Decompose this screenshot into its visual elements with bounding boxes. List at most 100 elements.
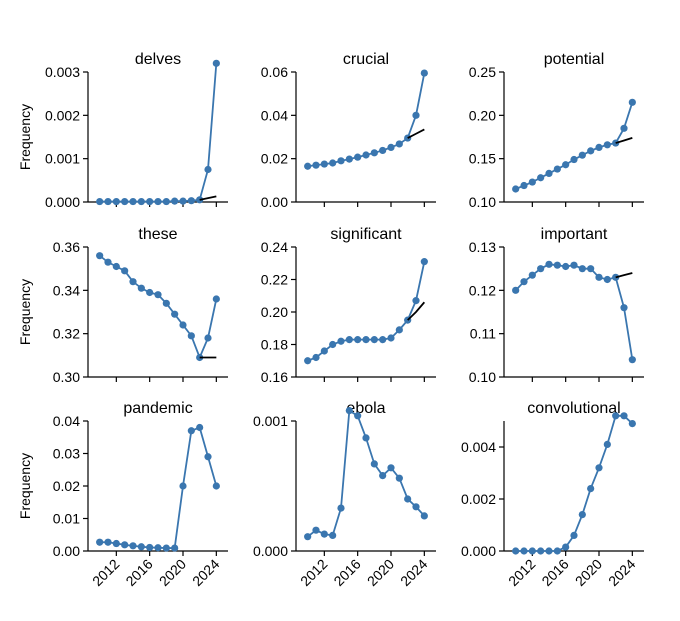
- data-point: [628, 420, 636, 428]
- data-point: [320, 530, 328, 538]
- subplot-title: ebola: [346, 400, 385, 417]
- data-point: [562, 161, 570, 169]
- data-point: [379, 336, 387, 344]
- data-point: [179, 197, 187, 205]
- data-point: [154, 197, 162, 206]
- data-point: [553, 261, 561, 269]
- data-point: [362, 151, 370, 159]
- x-tick-label: 2020: [572, 556, 605, 589]
- data-point: [196, 353, 204, 362]
- data-point: [196, 196, 204, 204]
- data-point: [520, 181, 528, 190]
- data-point: [628, 356, 636, 364]
- y-tick-label: 0.32: [53, 326, 80, 342]
- data-point: [162, 299, 170, 307]
- data-point: [362, 434, 370, 442]
- data-point: [212, 59, 220, 67]
- data-point: [187, 197, 195, 205]
- y-tick-label: 0.30: [53, 369, 80, 385]
- series-line: [307, 261, 426, 362]
- data-point: [395, 140, 403, 148]
- series-line: [615, 272, 633, 279]
- data-point: [520, 547, 528, 555]
- data-point: [204, 165, 212, 174]
- y-tick-label: 0.22: [261, 272, 288, 288]
- data-point: [420, 512, 428, 520]
- data-point: [537, 547, 545, 555]
- data-point: [628, 98, 636, 106]
- data-point: [404, 495, 412, 503]
- data-point: [387, 334, 395, 342]
- data-point: [570, 155, 578, 164]
- series-line: [407, 128, 425, 139]
- subplot-title: pandemic: [123, 400, 192, 417]
- data-point: [537, 174, 545, 182]
- x-tick-label: 2024: [605, 556, 638, 589]
- data-point: [370, 336, 378, 344]
- data-point: [112, 539, 120, 548]
- data-point: [196, 423, 204, 432]
- data-point: [129, 278, 137, 286]
- data-point: [354, 412, 362, 420]
- data-point: [146, 543, 154, 552]
- data-point: [312, 526, 320, 534]
- y-tick-label: 0.24: [261, 239, 288, 255]
- data-point: [162, 544, 170, 552]
- data-point: [512, 185, 520, 193]
- data-point: [570, 261, 578, 269]
- y-tick-label: 0.20: [261, 304, 288, 320]
- y-tick-label: 0.25: [469, 64, 496, 80]
- data-point: [620, 124, 628, 132]
- y-axis-label: Frequency: [17, 279, 33, 345]
- data-point: [345, 336, 353, 344]
- data-point: [304, 357, 312, 365]
- x-tick-label: 2012: [89, 556, 122, 589]
- data-point: [620, 412, 628, 420]
- x-tick-label: 2020: [156, 556, 189, 589]
- data-point: [146, 288, 154, 297]
- data-point: [412, 503, 420, 511]
- data-point: [154, 291, 162, 299]
- data-point: [204, 334, 212, 342]
- data-point: [304, 162, 312, 170]
- data-point: [387, 143, 395, 151]
- data-point: [528, 178, 536, 186]
- data-point: [312, 161, 320, 169]
- data-point: [379, 146, 387, 155]
- data-point: [512, 547, 520, 555]
- y-tick-label: 0.01: [53, 511, 80, 527]
- data-point: [345, 155, 353, 163]
- data-point: [187, 332, 195, 340]
- y-tick-label: 0.13: [469, 239, 496, 255]
- y-tick-label: 0.02: [53, 478, 80, 494]
- data-point: [112, 197, 120, 206]
- series-line: [515, 414, 633, 552]
- data-point: [587, 265, 595, 273]
- data-point: [562, 262, 570, 271]
- x-tick-label: 2012: [297, 556, 330, 589]
- data-point: [345, 407, 353, 415]
- data-point: [312, 353, 320, 362]
- data-point: [96, 197, 104, 206]
- y-tick-label: 0.20: [469, 107, 496, 123]
- y-tick-label: 0.001: [45, 151, 80, 167]
- data-point: [545, 260, 553, 268]
- data-point: [370, 460, 378, 468]
- x-tick-label: 2012: [505, 556, 538, 589]
- data-point: [562, 543, 570, 551]
- data-point: [537, 265, 545, 273]
- data-point: [212, 482, 220, 490]
- data-point: [603, 141, 611, 149]
- data-point: [320, 347, 328, 355]
- y-tick-label: 0.02: [261, 151, 288, 167]
- data-point: [121, 541, 129, 549]
- y-tick-label: 0.03: [53, 446, 80, 462]
- data-point: [154, 544, 162, 552]
- x-tick-label: 2020: [364, 556, 397, 589]
- data-point: [587, 485, 595, 493]
- subplot-title: potential: [544, 51, 605, 68]
- y-tick-label: 0.001: [253, 413, 288, 429]
- data-point: [96, 538, 104, 546]
- y-tick-label: 0.002: [461, 491, 496, 507]
